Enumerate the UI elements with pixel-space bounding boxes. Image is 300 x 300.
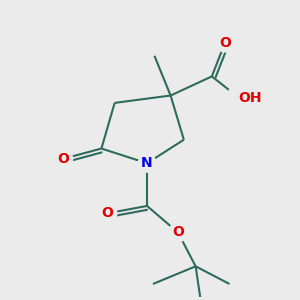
Circle shape xyxy=(226,85,253,112)
Text: O: O xyxy=(101,206,113,220)
Circle shape xyxy=(54,149,73,168)
Circle shape xyxy=(98,204,117,223)
Circle shape xyxy=(138,154,156,172)
Text: O: O xyxy=(57,152,69,166)
Text: N: N xyxy=(141,156,153,170)
Circle shape xyxy=(169,223,188,242)
Text: OH: OH xyxy=(238,92,262,106)
Text: O: O xyxy=(219,35,231,50)
Circle shape xyxy=(216,33,235,52)
Text: O: O xyxy=(172,225,184,239)
